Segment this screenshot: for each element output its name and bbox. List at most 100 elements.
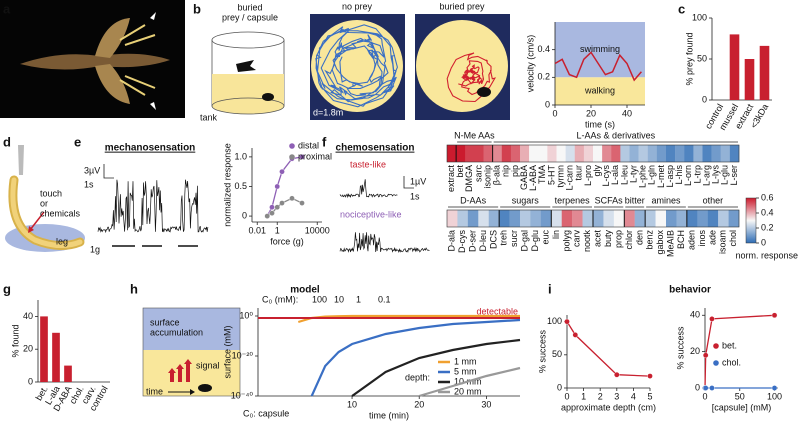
stimulus-label: or (40, 198, 48, 208)
heat-cell (645, 210, 656, 227)
cell-label: chol (728, 230, 738, 247)
legend-label: proximal (298, 151, 332, 161)
bar (52, 332, 60, 382)
cell-label: D-gal (520, 230, 530, 252)
heat-cell (556, 145, 566, 162)
heat-cell (467, 210, 479, 227)
point (269, 204, 275, 210)
heat-cell (686, 210, 698, 227)
bar (40, 316, 48, 382)
legend-swatch (713, 360, 719, 366)
legend-label: 5 mm (454, 366, 477, 376)
heat-cell (620, 145, 630, 162)
x-tick-label: 1 (581, 391, 586, 401)
cell-label: D-cys (457, 230, 467, 253)
line (566, 321, 651, 377)
scale-label: 1µV (410, 176, 426, 186)
cell-label: L-arg (701, 165, 711, 186)
point (274, 183, 281, 190)
scale-label: 1s (410, 191, 420, 201)
point (274, 204, 281, 210)
legend-swatch (713, 343, 719, 349)
stimulus-label: chemicals (40, 208, 81, 218)
heat-cell (711, 145, 721, 162)
arena-no-prey (310, 14, 405, 120)
y-tick-label: 0 (702, 94, 707, 104)
legend-label: chol. (722, 357, 741, 367)
cell-label: D-ala (447, 230, 457, 252)
cell-label: MeAIB (666, 230, 676, 257)
cell-label: D-ser (467, 230, 477, 252)
legend-label: 20 mm (454, 386, 482, 396)
cell-label: euc (540, 230, 550, 245)
legend-title: depth: (405, 372, 430, 382)
cell-label: taur (574, 165, 584, 181)
heat-cell (729, 145, 740, 162)
point (702, 352, 709, 359)
point (564, 318, 570, 325)
cell-label: prop (613, 230, 623, 248)
colorbar (745, 197, 757, 244)
y-axis-label: % prey found (684, 32, 694, 85)
heat-cell (629, 145, 639, 162)
cell-label: DMGA (464, 165, 474, 192)
point (771, 312, 778, 319)
point (269, 210, 275, 216)
point (614, 371, 620, 378)
colorbar-tick-label: 0.2 (761, 222, 774, 232)
heat-cell (547, 145, 557, 162)
panel-label: b (193, 1, 201, 16)
colorbar-label: norm. response (735, 250, 798, 260)
model-diagram (142, 307, 241, 397)
cell-label: GABA (519, 165, 529, 190)
x-tick-label: 10000 (305, 225, 330, 235)
stimulus-label: 1g (90, 244, 100, 254)
heat-cell (647, 145, 658, 162)
cell-label: polyg (561, 230, 571, 252)
panel-label: d (3, 134, 11, 149)
trace-label: taste-like (350, 159, 386, 169)
heat-cell (574, 145, 585, 162)
legend-label: distal (298, 140, 319, 150)
heat-cell (483, 145, 493, 162)
cell-label: aden (686, 230, 696, 250)
bar (64, 365, 72, 382)
cell-label: L-carn (565, 165, 575, 191)
section-title: chemosensation (336, 143, 415, 154)
heat-cell (474, 145, 484, 162)
heat-cell (602, 145, 612, 162)
x-tick-label: 5 (647, 391, 652, 401)
legend-swatch (289, 154, 295, 160)
cell-label: bet (455, 165, 465, 178)
heat-cell (593, 210, 604, 227)
x-tick-label: 20 (414, 399, 424, 409)
heat-cell (499, 210, 510, 227)
y-tick-label: 0 (242, 210, 247, 220)
heat-cell (447, 145, 457, 162)
y-tick-label: 1.0 (234, 151, 247, 161)
c0-value: 0.1 (378, 294, 391, 304)
group-label: other (703, 195, 724, 205)
y-tick-label: 10⁻²⁰ (232, 350, 254, 360)
y-tick-label: 100 (692, 12, 707, 22)
scale-label: 3µV (84, 165, 100, 175)
group-label: L-AAs & derivatives (577, 130, 656, 140)
heat-cell (509, 210, 521, 227)
cell-label: L-asp (665, 165, 675, 188)
heat-cell (447, 210, 458, 227)
heat-cell (583, 145, 594, 162)
y-axis-label: % success (675, 326, 685, 370)
cell-label: L-tyr (628, 165, 638, 183)
heat-cell (457, 210, 469, 227)
trace (339, 179, 398, 199)
heat-cell (572, 210, 583, 227)
heat-frame (446, 144, 740, 163)
y-axis-label: % success (537, 329, 547, 373)
point (289, 195, 295, 202)
heat-cell (488, 210, 500, 227)
section-title: mechanosensation (105, 143, 196, 154)
heat-cell (693, 145, 703, 162)
x-tick-label: 50 (735, 391, 745, 401)
y-axis-label: % found (10, 324, 20, 357)
x-axis-label: time (min) (369, 410, 409, 420)
